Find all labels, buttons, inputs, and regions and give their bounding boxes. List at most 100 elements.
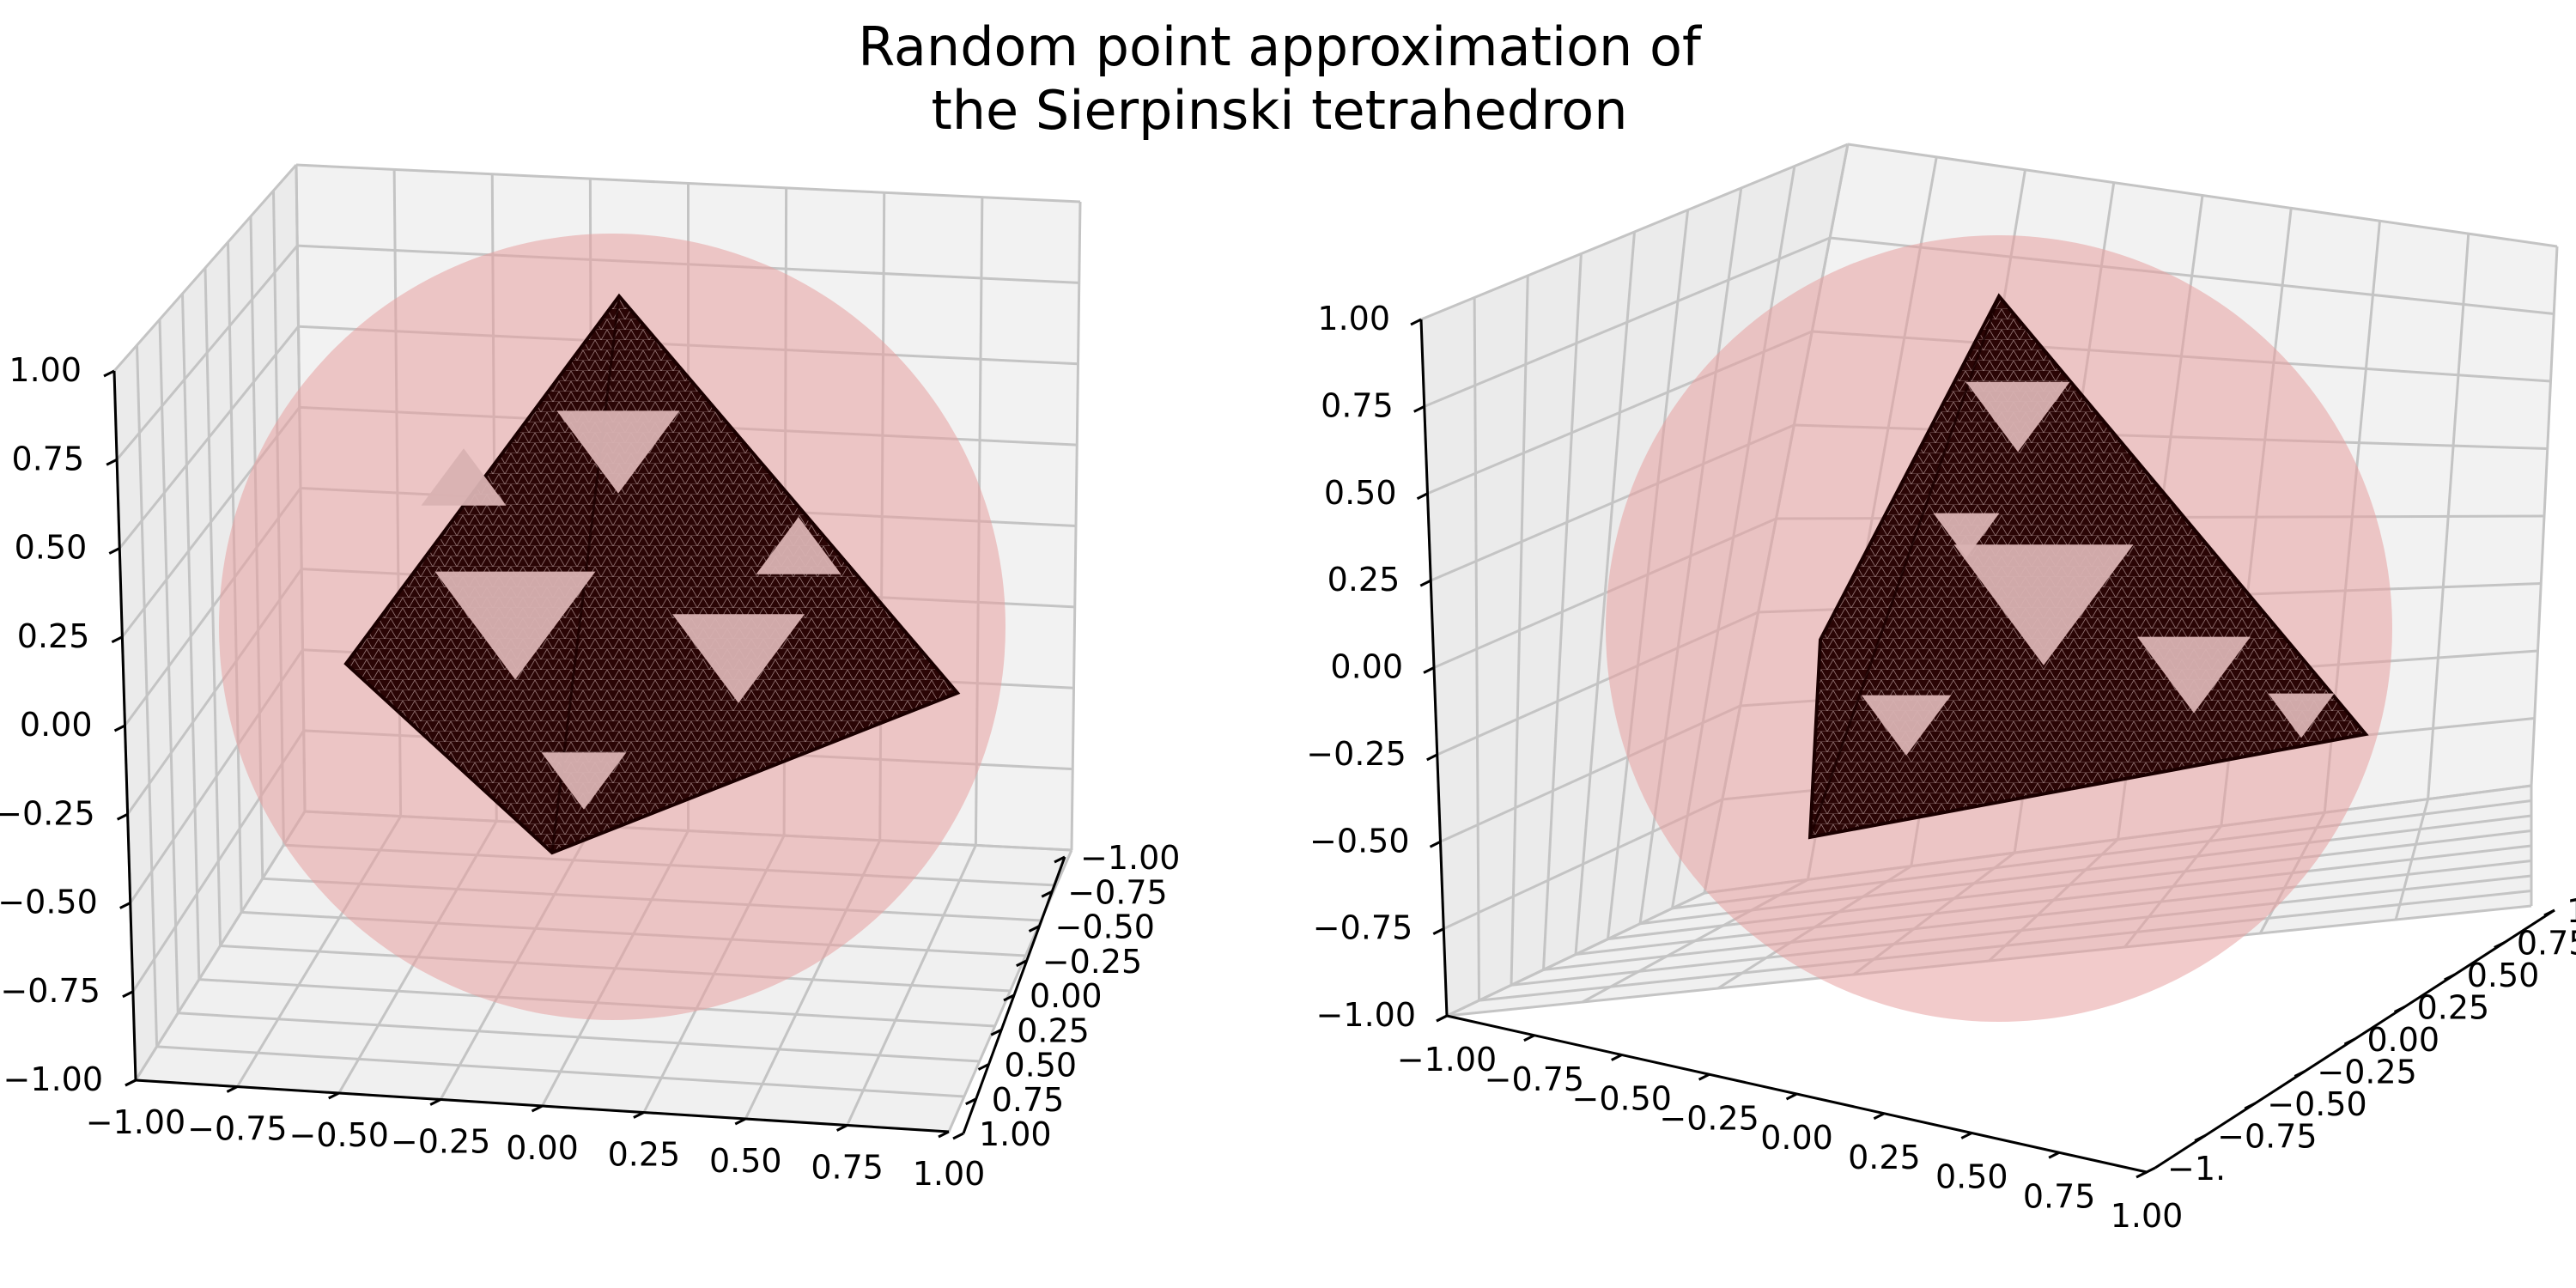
sierpinski-hole [756,517,841,574]
x-axis-tick-label: 0.25 [1848,1139,1921,1176]
z-axis-tick-label: 0.25 [17,617,90,655]
z-axis-tick-label: −1.00 [1316,996,1416,1034]
y-axis-tick-label: −1. [2167,1150,2226,1188]
x-axis-tick [125,1078,137,1087]
x-axis-tick-label: 0.75 [2023,1177,2096,1215]
sierpinski-hole [672,614,805,703]
floor-gridline [846,844,977,1127]
back-gridline [295,163,1081,204]
back-gridline [2427,234,2470,799]
y-axis-tick-label: −1.00 [1080,839,1180,877]
floor-gridline [2394,799,2430,920]
z-axis-tick [103,369,115,378]
z-axis-tick [1410,318,1422,326]
y-axis-tick-label: 1.00 [2567,892,2576,930]
x-axis-tick [531,1104,544,1113]
y-axis-tick [1003,993,1015,1002]
z-axis-tick-label: 0.75 [12,440,85,477]
x-axis-tick-label: 1.00 [2111,1197,2184,1235]
y-axis-tick [977,1063,990,1071]
z-axis-tick-label: 0.75 [1321,386,1394,424]
x-axis-tick-label: 0.00 [1760,1119,1833,1157]
y-axis-tick [952,1132,964,1140]
sierpinski-hole [2268,693,2335,738]
x-axis-tick-label: −0.25 [1659,1099,1759,1137]
x-axis-tick [2048,1151,2060,1159]
y-axis-tick-label: 0.75 [992,1081,1065,1119]
y-axis-tick [2543,908,2555,917]
y-axis-tick-label: −0.50 [1055,908,1155,946]
z-axis-tick [1419,579,1431,587]
x-axis-tick [734,1117,746,1126]
x-axis-tick [938,1130,950,1139]
sierpinski-hole [1933,513,2000,558]
z-axis-tick-label: 0.00 [20,706,93,744]
figure-title-line-1: Random point approximation of [858,15,1701,78]
x-axis-tick [328,1091,340,1100]
x-axis-tick-label: 0.50 [1935,1158,2008,1196]
x-axis-tick [1873,1112,1886,1121]
y-axis-tick-label: 0.25 [2417,989,2490,1027]
sierpinski-hole [1965,381,2070,453]
y-axis-tick-label: −0.50 [2267,1085,2366,1123]
x-axis-tick [1523,1034,1535,1042]
x-axis-tick [835,1124,848,1132]
left-3d-axes: −1.00−0.75−0.50−0.250.000.250.500.751.00… [0,163,1180,1193]
y-axis-tick-label: −0.25 [1042,943,1142,981]
x-axis-tick [1436,1014,1448,1023]
x-axis-tick-label: −0.25 [391,1123,490,1161]
back-gridline [2530,246,2559,787]
sierpinski-hole [541,752,627,810]
sierpinski-hole [434,571,596,680]
sierpinski-hole [1861,695,1952,756]
y-axis-tick [965,1097,977,1106]
y-axis-tick-label: 0.00 [1030,977,1103,1015]
y-axis-tick [1028,925,1041,933]
x-axis-tick-label: 0.00 [506,1129,579,1167]
y-axis-tick [1016,959,1028,968]
sierpinski-hole [1953,544,2134,665]
x-axis-tick [429,1098,441,1106]
x-axis-tick-label: 0.25 [608,1136,681,1174]
z-axis-tick [1426,753,1438,762]
x-axis-tick [226,1085,239,1093]
x-axis-tick [1785,1092,1798,1101]
z-axis-tick [1432,927,1444,935]
z-axis-tick [1423,666,1435,674]
z-axis-tick-label: −0.75 [0,972,100,1010]
z-axis-tick [113,724,126,732]
z-axis-tick [111,635,124,644]
y-axis-tick [1041,890,1053,898]
z-axis-tick-label: 0.50 [1324,474,1397,512]
left-gridline [1420,143,1849,321]
left-gridline [118,325,300,550]
y-axis-tick-label: −0.25 [2317,1054,2416,1091]
x-axis-tick-label: 0.75 [811,1149,884,1187]
y-axis-tick [1054,855,1066,864]
y-axis-tick-label: 0.50 [2467,957,2540,994]
left-gridline [112,164,298,372]
right-3d-axes: −1.00−0.75−0.50−0.250.000.250.500.751.00… [1306,143,2576,1235]
y-axis-tick-label: −0.75 [2217,1118,2317,1156]
y-axis-tick [2393,1005,2406,1013]
z-axis-tick-label: 0.50 [15,529,88,567]
x-axis-tick-label: −1.00 [86,1103,185,1141]
x-axis-tick [633,1111,645,1119]
z-axis-tick-label: 0.00 [1330,648,1403,686]
sierpinski-hole [2137,636,2251,714]
z-axis-tick [119,902,131,909]
x-axis-tick-label: −1.00 [1397,1041,1497,1078]
z-axis-tick-label: −0.75 [1313,909,1413,947]
y-axis-tick [2293,1070,2306,1078]
y-axis-tick-label: 1.00 [979,1115,1052,1153]
y-axis-tick-label: 0.75 [2517,925,2576,963]
sierpinski-hole [556,410,680,494]
y-axis-tick [2444,973,2456,981]
y-axis-tick-label: 0.00 [2367,1021,2440,1059]
z-axis-tick-label: −1.00 [3,1060,103,1098]
z-axis-tick [108,547,120,555]
x-axis-tick-label: −0.75 [1485,1060,1584,1098]
z-axis-tick [1416,492,1429,501]
z-axis-tick [122,990,134,999]
